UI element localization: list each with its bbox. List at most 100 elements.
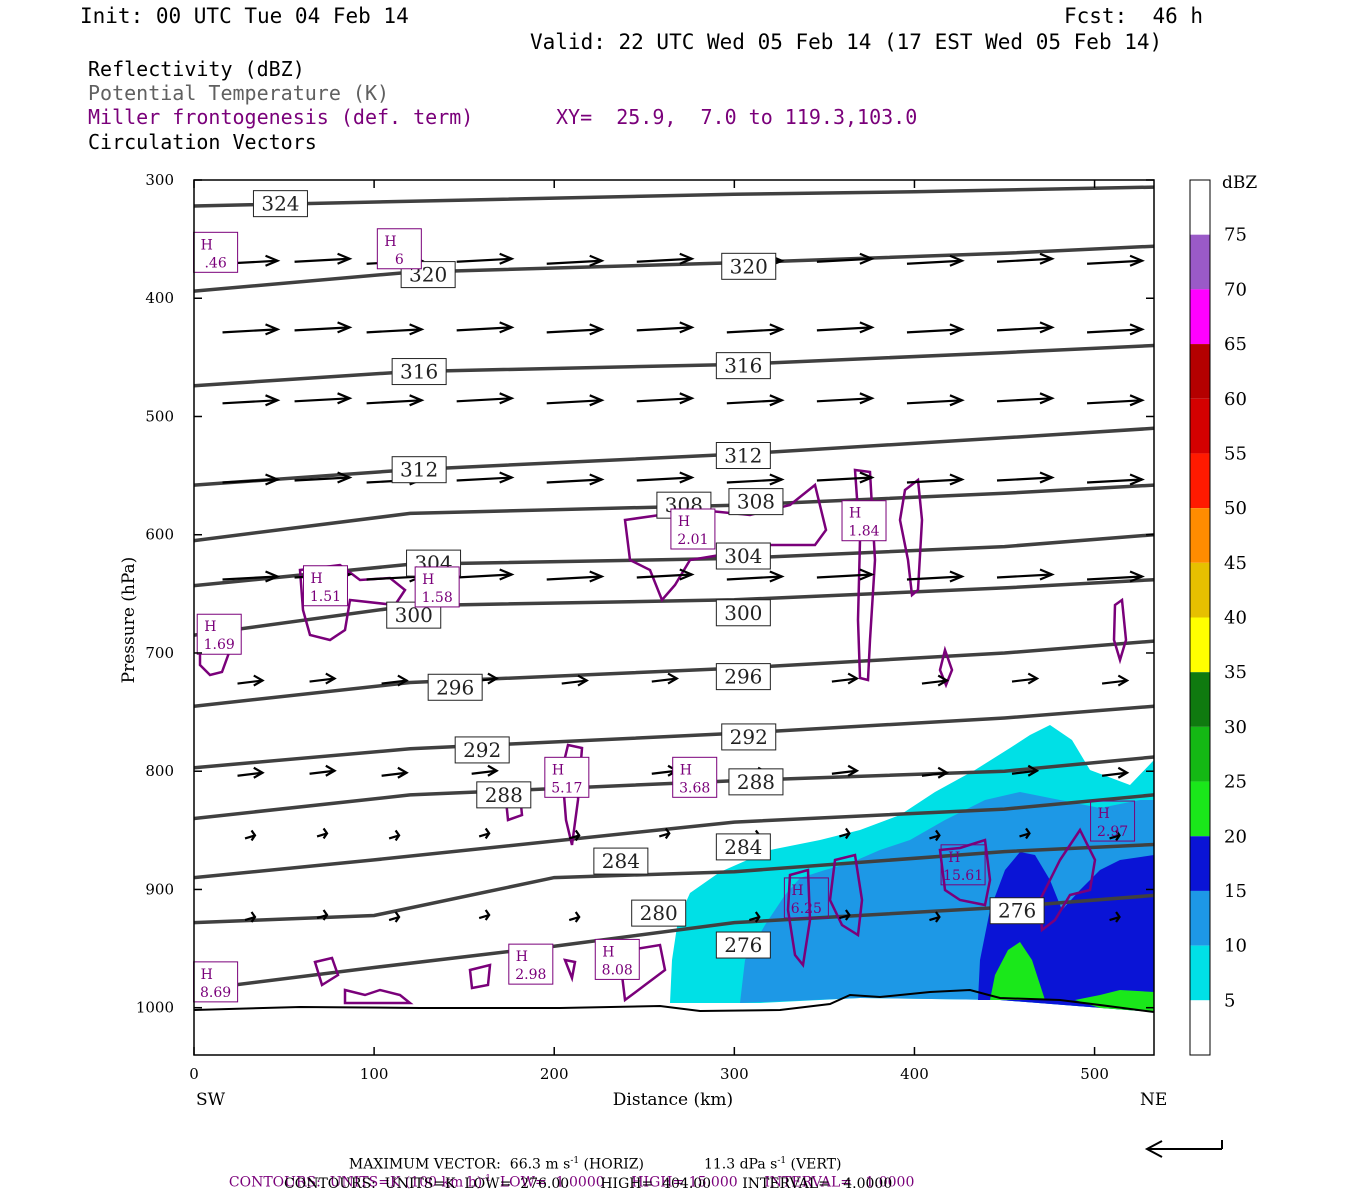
circulation-vector	[816, 471, 875, 484]
circulation-vector	[726, 394, 785, 407]
colorbar-cell	[1190, 890, 1210, 946]
circulation-vector	[294, 471, 353, 484]
colorbar-cell	[1190, 836, 1210, 891]
circulation-vector	[546, 394, 605, 407]
frontogenesis-contours	[198, 468, 1128, 1005]
fgen-max-value: 1.51	[310, 589, 341, 605]
colorbar-level-label: 55	[1224, 443, 1247, 464]
legend-frontogenesis: Miller frontogenesis (def. term)	[88, 105, 474, 129]
circulation-vector	[906, 394, 965, 407]
fgen-max-letter: H	[552, 762, 564, 778]
circulation-vector	[244, 911, 257, 923]
circulation-vector	[294, 321, 353, 334]
fgen-max-letter: H	[791, 883, 803, 899]
x-tick-label: 100	[360, 1065, 389, 1083]
colorbar-cell	[1190, 617, 1210, 673]
circulation-vector	[316, 909, 329, 921]
circulation-vector	[244, 829, 257, 842]
fgen-max-letter: H	[201, 967, 213, 983]
circulation-vector	[906, 570, 965, 583]
colorbar-level-label: 20	[1224, 826, 1247, 847]
fgen-max-letter: H	[1098, 806, 1110, 822]
theta-label-text: 276	[998, 899, 1036, 923]
circulation-vector	[478, 909, 491, 921]
colorbar-cell	[1190, 562, 1210, 618]
circulation-vector	[921, 674, 950, 687]
circulation-vector	[388, 911, 401, 923]
footer-horiz-tag: (HORIZ)	[579, 1156, 644, 1173]
fgen-contour	[468, 963, 492, 990]
circulation-vector	[816, 392, 875, 405]
colorbar-cell	[1190, 672, 1210, 727]
circulation-vector	[366, 394, 425, 407]
fgen-max-letter: H	[201, 237, 213, 253]
y-tick-label: 900	[145, 880, 174, 898]
circulation-vector	[996, 392, 1055, 405]
circulation-vectors	[222, 252, 1145, 923]
fgen-max-value: 15.61	[943, 868, 983, 884]
fgen-max-label: H 8.08	[594, 938, 640, 980]
legend-vectors: Circulation Vectors	[88, 130, 317, 154]
footer-fgen-contours: CONTOURS: UNITS=K (100 km h)-1 LOW= 1.00…	[220, 1158, 914, 1191]
colorbar-level-label: 10	[1224, 936, 1247, 957]
circulation-vector	[906, 473, 965, 486]
circulation-vector	[316, 827, 329, 840]
fgen-contour	[1038, 827, 1097, 933]
theta-label: 304	[715, 542, 771, 570]
theta-label: 288	[728, 768, 784, 796]
circulation-vector	[929, 829, 941, 842]
theta-label-text: 324	[261, 192, 299, 216]
x-axis-label: Distance (km)	[613, 1090, 733, 1110]
fgen-max-value: 2.98	[515, 967, 546, 983]
fgen-max-label: H 8.69	[193, 961, 239, 1003]
theta-label-text: 320	[730, 254, 768, 278]
fgen-contour	[313, 956, 340, 987]
fgen-contour	[623, 482, 828, 603]
circulation-vector	[1087, 394, 1145, 407]
circulation-vector	[816, 568, 875, 581]
fgen-max-value: 1.84	[848, 524, 879, 540]
theta-label: 284	[593, 847, 649, 875]
theta-label-text: 292	[463, 738, 501, 762]
theta-label-text: 304	[724, 544, 762, 568]
footer-sup: -1	[482, 1174, 491, 1184]
axes: 0 100 200 300 400 500 300 400 500 600 700 800 900 100…	[136, 171, 1154, 1083]
theta-contour-312	[194, 426, 1154, 487]
circulation-vector	[309, 672, 337, 685]
theta-label-text: 312	[400, 458, 438, 482]
colorbar-level-label: 50	[1224, 498, 1247, 519]
fgen-max-label: H 15.61	[940, 844, 986, 886]
fgen-max-letter: H	[310, 571, 322, 587]
reflectivity-fill	[670, 725, 1154, 1012]
circulation-vector	[816, 321, 875, 334]
colorbar-level-label: 45	[1224, 553, 1247, 574]
theta-label-text: 292	[730, 725, 768, 749]
circulation-vector	[1087, 254, 1145, 267]
circulation-vector	[222, 323, 281, 336]
circulation-vector	[309, 764, 337, 777]
circulation-vector	[651, 672, 679, 685]
circulation-vector	[381, 766, 409, 779]
fgen-max-value: 1.69	[204, 637, 235, 653]
circulation-vector	[456, 392, 515, 405]
circulation-vector	[726, 473, 785, 486]
theta-label: 276	[715, 931, 771, 959]
circulation-vector	[237, 766, 265, 779]
fgen-max-value: 2.01	[677, 532, 708, 548]
fgen-max-value: 3.68	[679, 780, 710, 796]
fgen-contour	[938, 838, 992, 907]
fgen-max-value: 6	[395, 252, 404, 268]
footer-max-horiz: MAXIMUM VECTOR: 66.3 m s	[348, 1156, 571, 1173]
footer-vert-tag: (VERT)	[786, 1156, 842, 1173]
endpoint-left: SW	[196, 1090, 226, 1110]
circulation-vector	[906, 323, 965, 336]
colorbar-level-label: 75	[1224, 225, 1247, 246]
y-tick-label: 500	[145, 407, 174, 425]
circulation-vector	[996, 321, 1055, 334]
colorbar-level-label: 35	[1224, 662, 1247, 683]
fgen-contour	[298, 563, 407, 642]
fgen-max-label: H 2.98	[508, 943, 554, 985]
x-tick-label: 0	[189, 1065, 199, 1083]
